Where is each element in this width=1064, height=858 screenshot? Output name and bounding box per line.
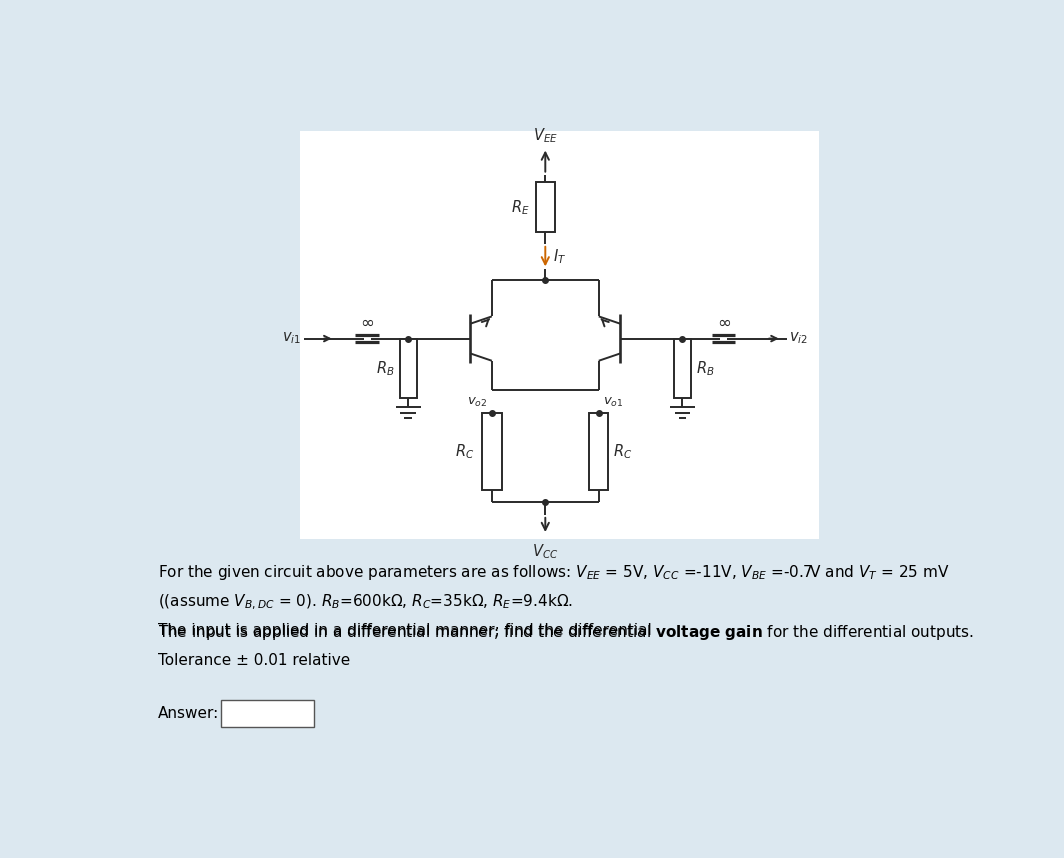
Text: $v_{i1}$: $v_{i1}$ <box>282 330 301 347</box>
Text: $R_C$: $R_C$ <box>455 443 475 461</box>
Bar <box>400 339 417 398</box>
Text: $R_B$: $R_B$ <box>376 359 394 378</box>
Text: $I_T$: $I_T$ <box>553 247 566 266</box>
Text: $v_{o1}$: $v_{o1}$ <box>603 396 624 408</box>
Text: $v_{i2}$: $v_{i2}$ <box>789 330 809 347</box>
Text: Tolerance ± 0.01 relative: Tolerance ± 0.01 relative <box>157 653 350 668</box>
Bar <box>589 414 609 490</box>
Text: $V_{EE}$: $V_{EE}$ <box>533 126 558 144</box>
Bar <box>482 414 501 490</box>
Text: $\infty$: $\infty$ <box>360 312 375 330</box>
Bar <box>300 130 819 539</box>
Bar <box>674 339 691 398</box>
Text: $R_E$: $R_E$ <box>511 198 530 217</box>
Text: The input is applied in a differential manner; find the differential: The input is applied in a differential m… <box>157 624 656 638</box>
Text: $R_C$: $R_C$ <box>613 443 632 461</box>
Text: $V_{CC}$: $V_{CC}$ <box>532 542 559 561</box>
Bar <box>535 182 555 233</box>
Text: $R_B$: $R_B$ <box>697 359 715 378</box>
Text: $\infty$: $\infty$ <box>716 312 731 330</box>
Bar <box>221 700 314 728</box>
Text: The input is applied in a differential manner; find the differential $\mathbf{vo: The input is applied in a differential m… <box>157 624 974 643</box>
Text: Answer:: Answer: <box>157 706 219 721</box>
Text: $v_{o2}$: $v_{o2}$ <box>467 396 487 408</box>
Text: For the given circuit above parameters are as follows: $V_{EE}$ = 5V, $V_{CC}$ =: For the given circuit above parameters a… <box>157 564 949 583</box>
Text: ((assume $V_{B,DC}$ = 0). $R_B$=600k$\Omega$, $R_C$=35k$\Omega$, $R_E$=9.4k$\Ome: ((assume $V_{B,DC}$ = 0). $R_B$=600k$\Om… <box>157 593 572 612</box>
